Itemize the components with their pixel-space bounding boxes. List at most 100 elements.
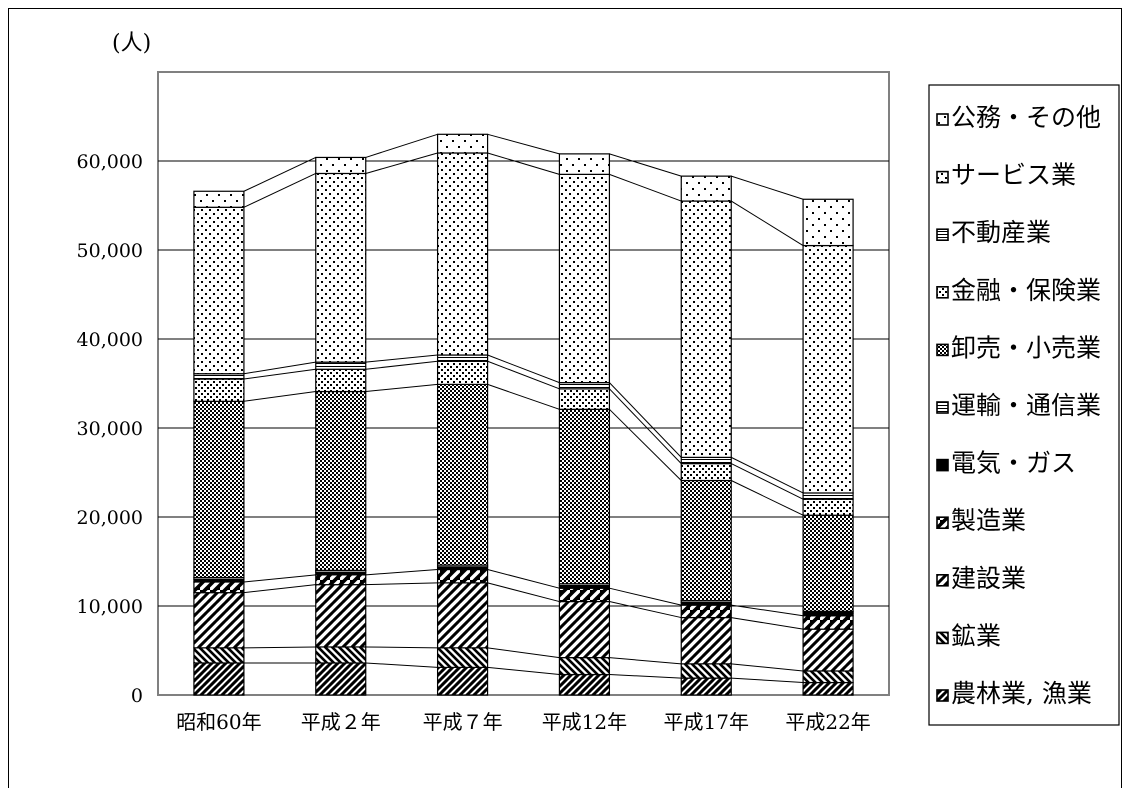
connector-line — [487, 569, 560, 589]
legend-swatch — [936, 401, 949, 414]
legend-label: 農林業, 漁業 — [951, 679, 1092, 708]
bar-segment — [558, 153, 611, 175]
connector-line — [609, 153, 682, 177]
legend-swatch — [936, 631, 949, 645]
legend-swatch — [936, 516, 949, 530]
connector-line — [609, 587, 682, 606]
connector-line — [365, 582, 438, 586]
bar-segment — [436, 152, 489, 356]
bar-segment — [315, 361, 367, 370]
bar-segment — [193, 581, 245, 594]
legend-entry: 製造業 — [936, 506, 1026, 535]
connector-line — [487, 360, 560, 390]
y-tick-label: 60,000 — [77, 151, 143, 173]
y-axis-ticks: 0 10,000 20,000 30,000 40,000 50,000 60,000 — [77, 151, 143, 707]
x-tick-label: 昭和60年 — [176, 710, 261, 734]
connector-line — [609, 601, 682, 619]
bar-segment — [680, 456, 732, 465]
connector-line — [487, 152, 560, 175]
legend-entry: 金融・保険業 — [936, 276, 1101, 305]
connector-line — [609, 173, 682, 202]
legend-entry: 建設業 — [936, 564, 1026, 593]
y-tick-label: 10,000 — [77, 596, 143, 618]
connector-line — [487, 647, 560, 659]
legend-swatch — [936, 228, 949, 241]
bar-segment — [315, 584, 367, 648]
x-tick-label: 平成12年 — [542, 710, 627, 734]
bar-segment — [315, 646, 367, 664]
legend-entry: 公務・その他 — [936, 103, 1101, 132]
x-axis-ticks: 昭和60年 平成２年 平成７年 平成12年 平成17年 平成22年 — [176, 710, 871, 734]
x-tick-label: 平成17年 — [664, 710, 749, 734]
bar-segment — [802, 615, 854, 630]
plot-area — [157, 71, 890, 696]
bar-segment — [315, 156, 367, 175]
connector-line — [243, 646, 316, 649]
bar-segment — [315, 390, 367, 572]
bar-segment — [193, 647, 245, 664]
legend-entry: 電気・ガス — [936, 449, 1076, 478]
gridlines — [158, 160, 889, 607]
series-connector-lines — [243, 133, 804, 684]
connector-line — [365, 662, 438, 668]
bar-segment — [436, 360, 489, 385]
bar-segment — [802, 628, 854, 672]
connector-line — [243, 574, 316, 583]
connector-line — [730, 200, 804, 246]
bar-segment — [558, 173, 611, 384]
bar-segment — [680, 175, 732, 202]
legend-swatch — [936, 573, 949, 587]
bar-segment — [193, 190, 245, 208]
legend-swatch — [936, 113, 949, 126]
connector-line — [609, 408, 682, 481]
legend-label: 製造業 — [951, 506, 1026, 535]
connector-line — [365, 360, 438, 370]
bar-segment — [315, 368, 367, 393]
legend-swatch — [936, 285, 949, 299]
bar-segment — [193, 662, 245, 696]
bar-segment — [680, 463, 732, 482]
legend: 公務・その他サービス業不動産業金融・保険業卸売・小売業運輸・通信業電気・ガス製造… — [936, 103, 1101, 708]
connector-line — [243, 173, 316, 208]
bar-segment — [558, 388, 611, 410]
bar-segment — [436, 568, 489, 584]
legend-box — [928, 84, 1120, 726]
y-tick-label: 0 — [131, 685, 143, 707]
legend-entry: 不動産業 — [936, 218, 1051, 247]
connector-line — [487, 133, 560, 155]
legend-entry: 運輸・通信業 — [936, 391, 1101, 420]
legend-label: 運輸・通信業 — [951, 391, 1101, 420]
connector-line — [609, 674, 682, 679]
connector-line — [365, 133, 438, 158]
bar-segment — [558, 600, 611, 659]
legend-label: 電気・ガス — [951, 449, 1076, 478]
connector-line — [365, 354, 438, 363]
bar-segment — [802, 198, 854, 247]
legend-swatch — [936, 689, 949, 702]
bar-segment — [802, 670, 854, 684]
connector-line — [731, 604, 804, 617]
connector-line — [365, 152, 438, 174]
connector-line — [609, 382, 682, 458]
connector-line — [365, 569, 438, 576]
bar-segment — [802, 498, 854, 516]
bar-segment — [802, 492, 854, 500]
connector-line — [731, 456, 804, 494]
bar-segment — [193, 378, 245, 402]
legend-label: 建設業 — [951, 564, 1026, 593]
bar-segment — [680, 663, 732, 679]
bar-segment — [315, 662, 367, 696]
y-tick-label: 20,000 — [77, 507, 143, 529]
connector-line — [487, 666, 560, 676]
legend-swatch — [936, 458, 949, 472]
bar-segment — [680, 479, 732, 602]
bar-segment — [558, 673, 611, 696]
connector-line — [731, 677, 804, 684]
legend-label: 卸売・小売業 — [951, 333, 1101, 362]
bar-segment — [680, 604, 732, 619]
bar-segment — [193, 206, 245, 375]
legend-entry: 卸売・小売業 — [936, 333, 1101, 362]
connector-line — [243, 156, 316, 192]
legend-label: 不動産業 — [951, 218, 1051, 247]
y-tick-label: 40,000 — [77, 329, 143, 351]
